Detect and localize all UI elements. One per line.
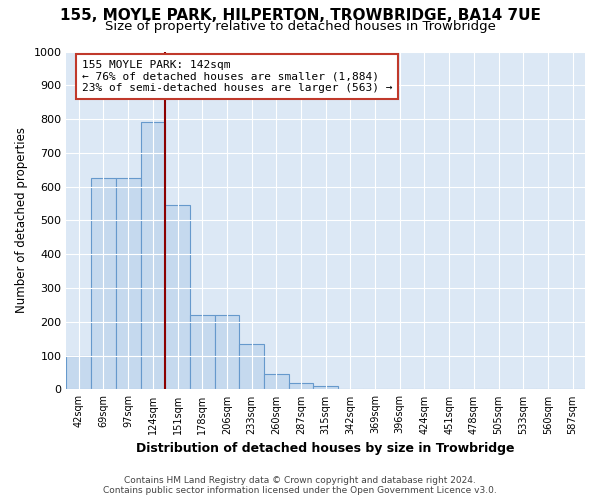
Text: 155, MOYLE PARK, HILPERTON, TROWBRIDGE, BA14 7UE: 155, MOYLE PARK, HILPERTON, TROWBRIDGE, …	[59, 8, 541, 22]
Text: Contains HM Land Registry data © Crown copyright and database right 2024.
Contai: Contains HM Land Registry data © Crown c…	[103, 476, 497, 495]
Bar	[140, 122, 165, 390]
Bar	[239, 344, 264, 390]
X-axis label: Distribution of detached houses by size in Trowbridge: Distribution of detached houses by size …	[136, 442, 515, 455]
Text: Size of property relative to detached houses in Trowbridge: Size of property relative to detached ho…	[104, 20, 496, 33]
Bar	[91, 178, 116, 390]
Bar	[264, 374, 289, 390]
Bar	[116, 178, 140, 390]
Bar	[67, 356, 91, 390]
Bar	[190, 315, 215, 390]
Bar	[165, 206, 190, 390]
Y-axis label: Number of detached properties: Number of detached properties	[15, 128, 28, 314]
Bar	[313, 386, 338, 390]
Bar	[289, 382, 313, 390]
Bar	[215, 315, 239, 390]
Text: 155 MOYLE PARK: 142sqm
← 76% of detached houses are smaller (1,884)
23% of semi-: 155 MOYLE PARK: 142sqm ← 76% of detached…	[82, 60, 392, 93]
